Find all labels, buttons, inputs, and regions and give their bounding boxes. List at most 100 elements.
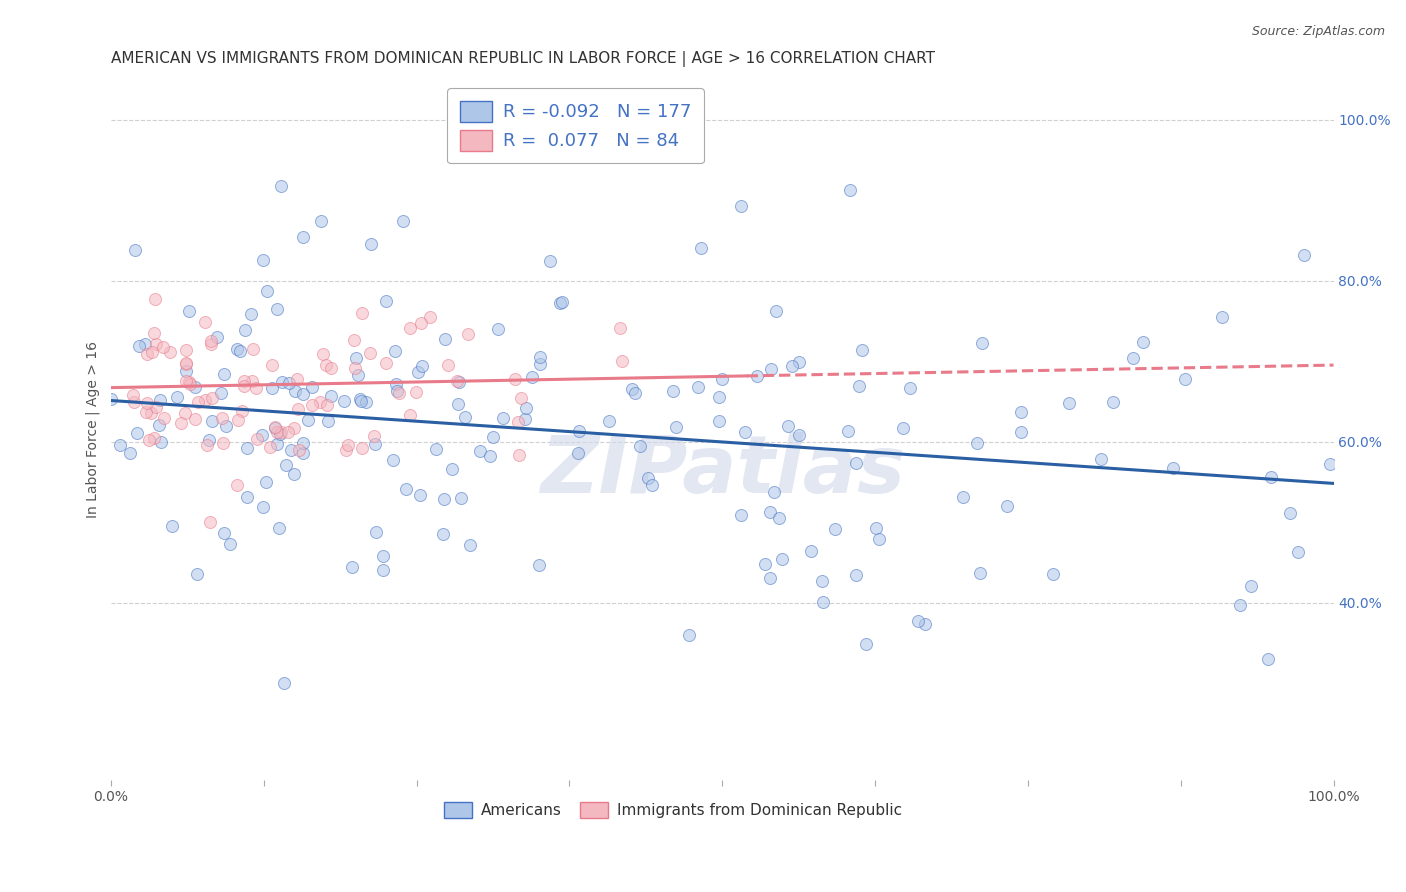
Point [481, 429, 503, 443]
Point [124, 243, 146, 257]
Point [145, 401, 167, 415]
Point [787, 355, 810, 369]
Point [235, 490, 257, 504]
Point [259, 441, 281, 455]
Point [219, 537, 242, 551]
Point [479, 449, 502, 463]
Point [252, 427, 274, 442]
Point [1211, 310, 1233, 324]
Point [245, 381, 267, 395]
Point [759, 571, 782, 585]
Point [136, 396, 159, 410]
Point [441, 462, 464, 476]
Point [848, 378, 870, 392]
Point [503, 372, 526, 386]
Point [366, 525, 388, 540]
Point [316, 414, 339, 428]
Point [768, 511, 790, 525]
Point [100, 392, 122, 407]
Point [1090, 452, 1112, 467]
Point [174, 374, 197, 388]
Point [201, 391, 224, 405]
Point [301, 398, 323, 412]
Point [385, 384, 408, 398]
Point [780, 359, 803, 374]
Point [260, 381, 283, 395]
Point [264, 421, 287, 435]
Point [209, 385, 232, 400]
Point [432, 527, 454, 541]
Point [392, 214, 415, 228]
Point [730, 508, 752, 522]
Point [610, 354, 633, 368]
Point [761, 361, 783, 376]
Point [1286, 545, 1309, 559]
Point [212, 367, 235, 381]
Point [122, 395, 145, 409]
Point [855, 637, 877, 651]
Point [384, 344, 406, 359]
Point [457, 326, 479, 341]
Point [1319, 457, 1341, 471]
Point [538, 254, 561, 268]
Point [437, 358, 460, 372]
Point [623, 385, 645, 400]
Point [194, 392, 217, 407]
Point [1042, 566, 1064, 581]
Point [291, 387, 314, 401]
Point [405, 385, 427, 400]
Point [232, 375, 254, 389]
Point [274, 458, 297, 472]
Point [150, 434, 173, 449]
Point [641, 477, 664, 491]
Point [628, 439, 651, 453]
Point [350, 393, 373, 408]
Point [508, 415, 530, 429]
Point [233, 378, 256, 392]
Text: AMERICAN VS IMMIGRANTS FROM DOMINICAN REPUBLIC IN LABOR FORCE | AGE > 16 CORRELA: AMERICAN VS IMMIGRANTS FROM DOMINICAN RE… [111, 51, 935, 67]
Point [149, 393, 172, 408]
Point [309, 213, 332, 227]
Point [709, 390, 731, 404]
Point [135, 347, 157, 361]
Point [762, 485, 785, 500]
Point [270, 178, 292, 193]
Point [271, 375, 294, 389]
Y-axis label: In Labor Force | Age > 16: In Labor Force | Age > 16 [86, 341, 100, 518]
Point [449, 375, 471, 389]
Point [145, 292, 167, 306]
Point [898, 381, 921, 395]
Point [266, 436, 288, 450]
Point [200, 515, 222, 529]
Point [343, 333, 366, 347]
Point [332, 393, 354, 408]
Point [845, 568, 868, 582]
Point [381, 452, 404, 467]
Point [1122, 351, 1144, 365]
Point [183, 412, 205, 426]
Point [360, 236, 382, 251]
Point [824, 522, 846, 536]
Point [160, 519, 183, 533]
Point [359, 346, 381, 360]
Point [470, 444, 492, 458]
Point [108, 438, 131, 452]
Point [759, 505, 782, 519]
Point [321, 389, 343, 403]
Point [865, 521, 887, 535]
Point [236, 441, 259, 455]
Point [730, 199, 752, 213]
Point [225, 478, 247, 492]
Point [598, 414, 620, 428]
Point [529, 558, 551, 572]
Point [995, 499, 1018, 513]
Point [269, 521, 291, 535]
Point [454, 410, 477, 425]
Point [838, 183, 860, 197]
Point [515, 401, 537, 416]
Point [1229, 598, 1251, 612]
Point [344, 351, 367, 366]
Point [811, 574, 834, 588]
Point [143, 326, 166, 341]
Point [297, 413, 319, 427]
